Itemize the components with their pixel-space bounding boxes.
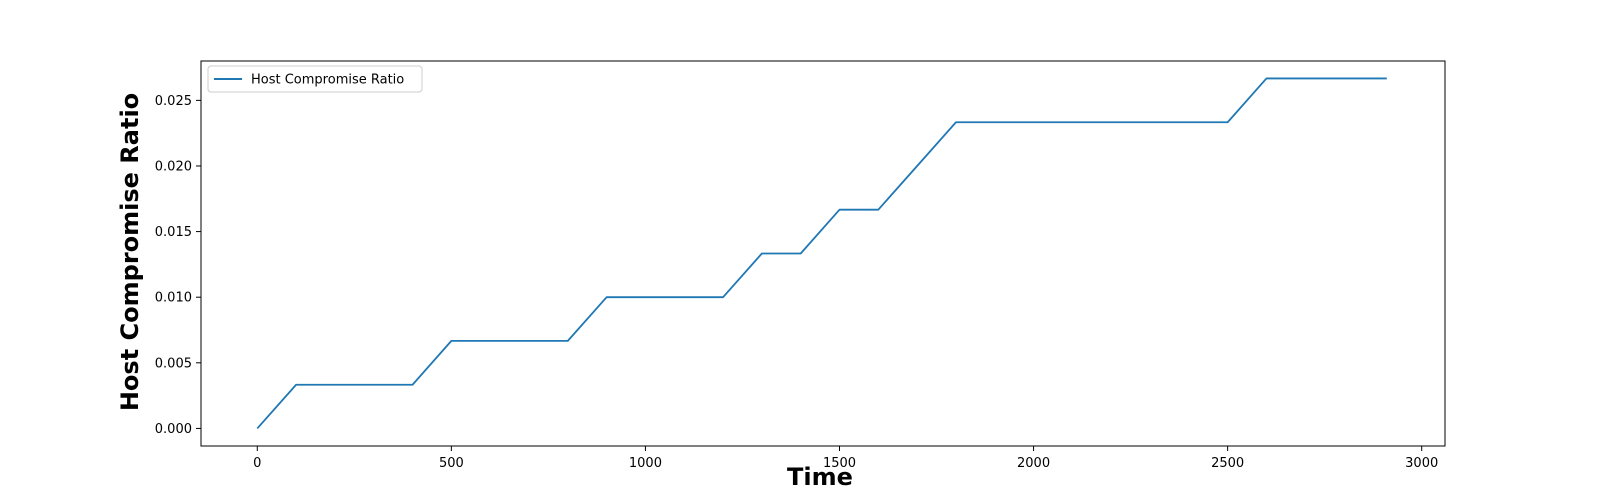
y-axis: 0.000 0.005 0.010 0.015 0.020 0.025 [155,94,201,437]
y-tick-label: 0.015 [155,225,192,240]
x-tick-label: 3000 [1405,456,1438,471]
y-tick-label: 0.010 [155,291,192,306]
x-tick-label: 500 [439,456,464,471]
plot-frame [200,60,1446,447]
series-layer [256,77,1387,430]
x-tick-label: 2000 [1017,456,1050,471]
y-tick-label: 0.020 [155,159,192,174]
legend-label: Host Compromise Ratio [251,73,404,88]
legend-box [207,65,423,93]
x-axis: 0 500 1000 1500 2000 2500 3000 [253,446,1438,471]
y-tick-label: 0.000 [155,422,192,437]
legend: Host Compromise Ratio [207,65,423,93]
x-tick-label: 2500 [1211,456,1244,471]
y-tick-label: 0.025 [155,94,192,109]
y-axis-title: Host Compromise Ratio [116,93,144,411]
x-tick-label: 1500 [823,456,856,471]
series-line [256,77,1387,430]
x-tick-label: 0 [253,456,261,471]
x-axis-title: Time [787,463,853,491]
x-tick-label: 1000 [629,456,662,471]
y-tick-label: 0.005 [155,356,192,371]
